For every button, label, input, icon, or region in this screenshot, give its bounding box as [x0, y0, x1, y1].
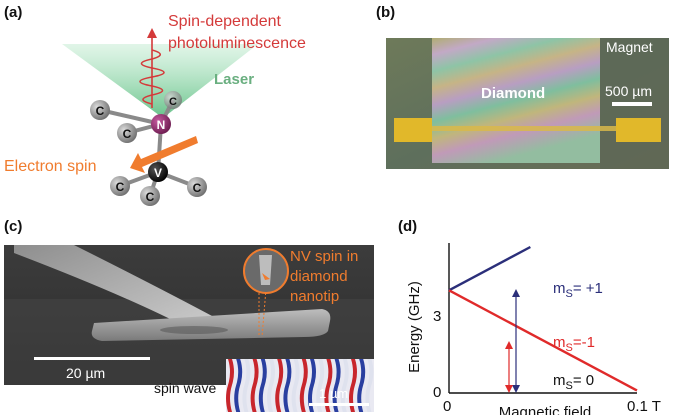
- carbon-atom: C: [117, 123, 137, 143]
- cantilever-platform: [91, 309, 331, 341]
- svg-text:C: C: [169, 96, 177, 108]
- inset-scale-label: 1 µm: [319, 386, 348, 401]
- svg-text:C: C: [116, 180, 125, 194]
- energy-level-chart: Energy (GHz) 3 0 0 0.1 T Magnetic field …: [406, 243, 661, 415]
- transition-arrowhead-plus-bottom: [512, 385, 520, 393]
- scale-bar-label-c: 20 µm: [66, 365, 105, 381]
- svg-text:C: C: [96, 104, 105, 118]
- spin-wave-stripe: [226, 359, 234, 412]
- emission-wave: [139, 49, 165, 105]
- panel-label-b: (b): [376, 4, 396, 21]
- spin-wave-stripe: [267, 359, 275, 412]
- panel-label-c: (c): [4, 218, 23, 235]
- level-label-minus: mS=-1: [553, 334, 595, 354]
- nv-label-line2: diamond: [290, 268, 348, 285]
- x-axis-label: Magnetic field: [499, 404, 592, 415]
- x-tick-label-right: 0.1 T: [627, 398, 661, 415]
- svg-text:C: C: [123, 127, 132, 141]
- vacancy-site: V: [148, 162, 168, 182]
- emission-arrow-head: [147, 28, 157, 38]
- carbon-atom: C: [164, 91, 182, 109]
- svg-text:V: V: [154, 166, 162, 180]
- spin-wave-stripe: [299, 359, 308, 412]
- carbon-atom: C: [110, 176, 130, 196]
- gold-pad-right: [616, 118, 661, 142]
- nanotip: [259, 255, 272, 285]
- emission-label-line1: Spin-dependent: [168, 13, 282, 30]
- spin-wave-stripe: [258, 359, 267, 412]
- diamond-label: Diamond: [481, 85, 545, 102]
- carbon-atom: C: [90, 100, 110, 120]
- diamond-micrograph: Diamond Magnet 500 µm: [386, 38, 669, 169]
- nv-label-line1: NV spin in: [290, 248, 358, 265]
- spin-wave-stripe: [316, 359, 325, 412]
- spin-wave-stripe: [349, 359, 357, 412]
- gold-pad-left: [394, 118, 432, 142]
- transition-arrowhead-minus-top: [505, 341, 513, 349]
- spin-wave-label: spin wave: [154, 380, 216, 396]
- laser-label: Laser: [214, 71, 254, 88]
- svg-text:C: C: [146, 190, 155, 204]
- spin-wave-stripe: [308, 359, 316, 412]
- svg-text:N: N: [157, 118, 166, 132]
- y-axis-label: Energy (GHz): [406, 281, 423, 373]
- spin-wave-stripe: [283, 359, 292, 412]
- spin-wave-stripe: [250, 359, 259, 412]
- svg-text:C: C: [193, 181, 202, 195]
- electron-spin-label: Electron spin: [4, 158, 97, 175]
- sem-image: NV spin in diamond nanotip 20 µm spin wa…: [4, 245, 374, 412]
- spin-wave-stripe: [357, 359, 366, 412]
- y-tick-label-top: 3: [433, 308, 441, 325]
- transition-arrowhead-plus-top: [512, 289, 520, 297]
- spin-wave-stripe: [234, 359, 243, 412]
- spin-wave-stripe: [365, 359, 374, 412]
- y-tick-label-bottom: 0: [433, 384, 441, 401]
- nv-center-schematic: Laser Spin-dependent photoluminescence E…: [4, 13, 306, 206]
- level-label-zero: mS= 0: [553, 372, 594, 392]
- stripline: [432, 126, 616, 131]
- nitrogen-atom: N: [151, 114, 171, 134]
- panel-label-a: (a): [4, 4, 23, 21]
- nv-spin-arrow: [262, 273, 270, 280]
- spin-wave-stripe: [340, 359, 349, 412]
- spin-wave-inset: 1 µm: [226, 359, 374, 412]
- x-tick-label-left: 0: [443, 398, 451, 415]
- spin-wave-stripe: [324, 359, 333, 412]
- series-line-ms-minus-1: [448, 289, 638, 392]
- electron-spin-arrow: [130, 136, 198, 173]
- scale-bar-c: [34, 357, 150, 360]
- scale-bar-label-b: 500 µm: [605, 83, 652, 99]
- zoom-line-right: [261, 288, 267, 338]
- level-label-plus: mS= +1: [553, 280, 603, 300]
- spin-wave-stripe: [332, 359, 341, 412]
- nv-label-line3: nanotip: [290, 288, 339, 305]
- diamond-plate: [432, 38, 600, 163]
- emission-label-line2: photoluminescence: [168, 35, 306, 52]
- carbon-atom: C: [187, 177, 207, 197]
- scale-bar-b: [612, 102, 652, 106]
- spin-wave-stripe: [291, 359, 300, 412]
- spin-wave-stripe: [275, 359, 284, 412]
- transition-arrowhead-minus-bottom: [505, 385, 513, 393]
- magnet-label: Magnet: [606, 39, 653, 55]
- carbon-atom: C: [140, 186, 160, 206]
- platform-shadow: [160, 326, 228, 334]
- laser-cone: [62, 44, 258, 118]
- afm-tip: [14, 245, 220, 337]
- series-line-ms-plus-1: [448, 245, 531, 292]
- panel-label-d: (d): [398, 218, 418, 235]
- spin-wave-stripe: [242, 359, 251, 412]
